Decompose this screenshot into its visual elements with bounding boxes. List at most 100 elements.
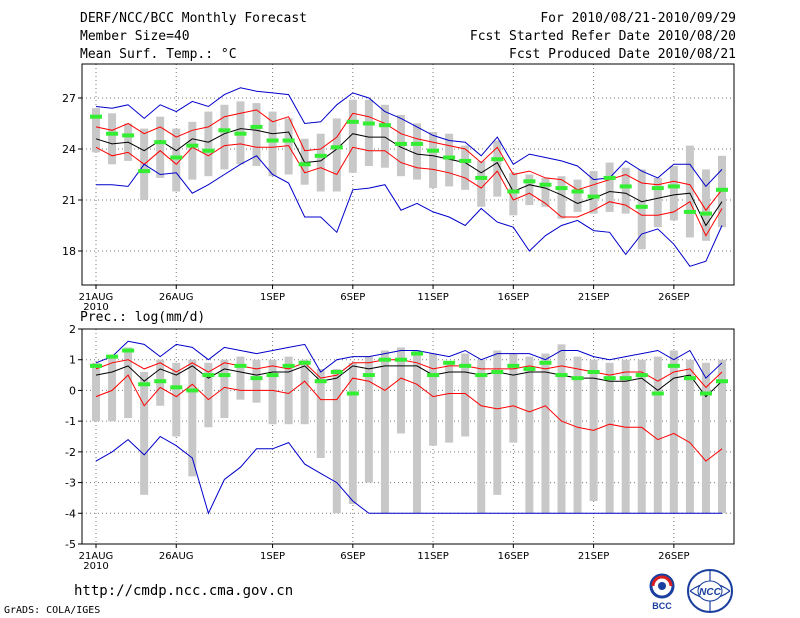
series-ensemble-mean (95, 128, 723, 227)
ensemble-range-bar (701, 169, 710, 241)
climatology-marker (427, 373, 440, 378)
climatology-marker (555, 186, 568, 191)
ensemble-range-bar (332, 118, 341, 192)
ensemble-range-bar (364, 356, 373, 483)
climatology-marker (635, 204, 648, 209)
y-tick-label: 1 (69, 354, 76, 367)
plot-frame (81, 328, 735, 545)
member-size-label: Member Size=40 (80, 29, 190, 44)
ensemble-range-bar (348, 362, 357, 505)
series-lower-spread (95, 143, 723, 237)
ensemble-range-bar (669, 350, 678, 514)
ensemble-range-bar (236, 356, 245, 400)
climatology-marker (443, 155, 456, 160)
x-tick-sublabel: 2010 (83, 302, 108, 313)
ensemble-range-bar (653, 177, 662, 228)
climatology-marker (443, 360, 456, 365)
ensemble-range-bar (268, 111, 277, 177)
series-lower-extreme (95, 435, 722, 515)
ensemble-range-bar (621, 167, 630, 214)
climatology-marker (170, 385, 183, 390)
y-tick-label: -4 (65, 507, 76, 520)
ensemble-range-bar (621, 359, 630, 514)
ensemble-range-bar (156, 116, 165, 178)
climatology-marker (411, 351, 424, 356)
climatology-marker (314, 379, 327, 384)
climatology-marker (122, 348, 135, 353)
y-tick-label: -2 (65, 446, 76, 459)
y-tick-label: 0 (69, 384, 76, 397)
climatology-marker (138, 169, 151, 174)
forecast-produced-label: Fcst Produced Date 2010/08/21 (509, 47, 736, 62)
chart-title: DERF/NCC/BCC Monthly Forecast (80, 11, 307, 26)
climatology-marker (603, 376, 616, 381)
ensemble-range-bar (445, 133, 454, 187)
x-tick-label: 26AUG (159, 292, 194, 303)
climatology-marker (459, 363, 472, 368)
climatology-marker (651, 391, 664, 396)
climatology-marker (186, 388, 199, 393)
climatology-marker (555, 373, 568, 378)
ensemble-range-bar (477, 160, 486, 207)
climatology-marker (523, 366, 536, 371)
climatology-marker (667, 363, 680, 368)
ensemble-range-bar (204, 111, 213, 177)
ensemble-range-bar (92, 362, 100, 422)
climatology-marker (619, 184, 632, 189)
climatology-marker (635, 373, 648, 378)
climatology-marker (266, 138, 279, 143)
x-tick-label: 21AUG (79, 292, 114, 303)
series-lower-spread (95, 374, 723, 462)
ensemble-range-bar (493, 350, 502, 495)
climatology-marker (459, 158, 472, 163)
precip-panel-title: Prec.: log(mm/d) (80, 310, 206, 325)
y-tick-label: 2 (69, 323, 76, 336)
climatology-marker (202, 148, 215, 153)
series-upper-extreme (95, 87, 723, 188)
ensemble-range-bar (637, 359, 646, 514)
ensemble-range-bar (172, 128, 181, 192)
climatology-marker (138, 382, 151, 387)
climatology-marker (507, 363, 520, 368)
climatology-marker (411, 141, 424, 146)
climatology-marker (619, 376, 632, 381)
climatology-marker (282, 138, 295, 143)
climatology-marker (683, 376, 696, 381)
ensemble-range-bar (204, 362, 213, 428)
climatology-marker (202, 373, 215, 378)
climatology-marker (250, 124, 263, 129)
climatology-marker (346, 119, 359, 124)
ensemble-range-bar (573, 356, 582, 514)
climatology-marker (90, 114, 102, 119)
x-tick-label: 21SEP (578, 551, 609, 562)
climatology-marker (394, 141, 407, 146)
ensemble-range-bar (557, 176, 566, 219)
ensemble-range-bar (669, 166, 678, 221)
x-tick-label: 26SEP (658, 292, 689, 303)
climatology-marker (154, 379, 167, 384)
climatology-marker (571, 376, 584, 381)
ensemble-range-bar (461, 353, 470, 437)
x-tick-label: 16SEP (498, 551, 529, 562)
y-tick-label: 24 (62, 143, 76, 156)
climatology-marker (699, 211, 712, 216)
ensemble-range-bar (525, 174, 534, 206)
ensemble-range-bar (348, 99, 357, 173)
ensemble-range-bar (300, 359, 309, 425)
climatology-marker (491, 157, 504, 162)
variable-label: Mean Surf. Temp.: °C (80, 47, 237, 62)
grads-credit: GrADS: COLA/IGES (4, 605, 101, 616)
ensemble-range-bar (268, 359, 277, 425)
climatology-marker (716, 187, 728, 192)
climatology-marker (346, 391, 359, 396)
ensemble-range-bar (541, 353, 550, 514)
ensemble-range-bar (188, 359, 197, 477)
climatology-marker (539, 182, 552, 187)
climatology-marker (298, 162, 311, 167)
climatology-marker (587, 194, 600, 199)
ensemble-range-bar (445, 362, 454, 443)
ensemble-range-bar (316, 368, 325, 458)
x-tick-label: 6SEP (340, 292, 365, 303)
ensemble-range-bar (172, 362, 181, 437)
